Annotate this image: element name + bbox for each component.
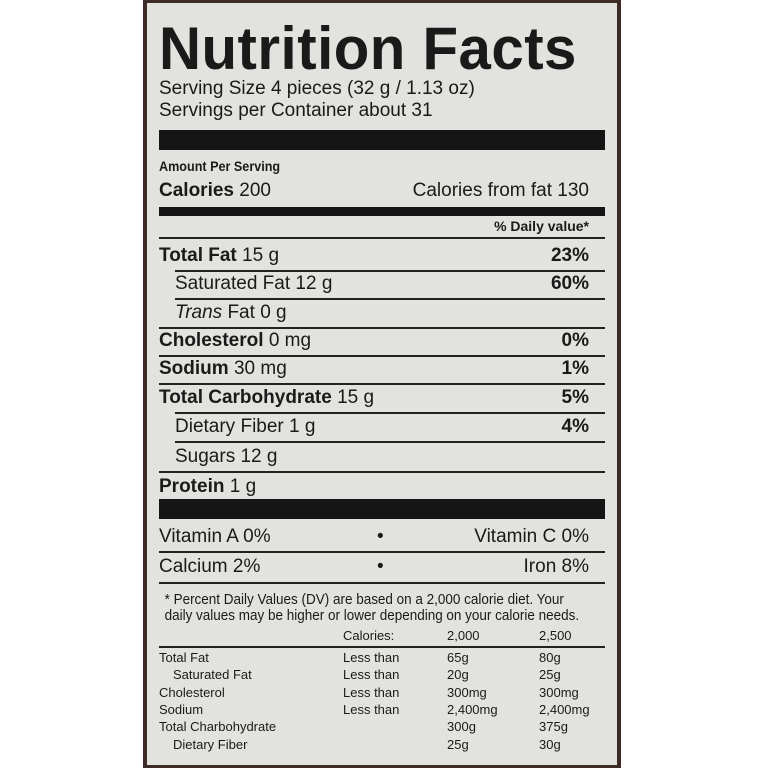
nutrient-row: Protein 1 g: [159, 474, 605, 500]
divider: [159, 471, 605, 473]
nutrient-label: Dietary Fiber: [175, 416, 284, 437]
dv-table-cell: Sodium: [159, 701, 204, 717]
nutrient-label: Cholesterol: [159, 330, 264, 351]
dv-table-cell: 300g: [447, 719, 476, 735]
divider: [159, 551, 605, 553]
calcium: Calcium 2%: [159, 556, 261, 577]
vitamin-row: Vitamin A 0% • Vitamin C 0%: [159, 524, 605, 550]
nutrient-amount: 12 g: [295, 273, 333, 294]
dv-table-cell: 300mg: [539, 684, 579, 700]
vitamin-a: Vitamin A 0%: [159, 526, 271, 547]
dv-table-cell: Dietary Fiber: [173, 736, 248, 752]
thick-divider: [159, 130, 605, 150]
nutrient-row: Sodium 30 mg 1%: [159, 356, 605, 382]
bullet-separator: •: [377, 526, 384, 547]
bullet-separator: •: [377, 556, 384, 577]
nutrient-label-rest: Fat: [227, 302, 255, 323]
nutrient-amount: 30 mg: [233, 358, 287, 379]
dv-table-cell: 65g: [447, 650, 469, 665]
serving-size: Serving Size 4 pieces (32 g / 1.13 oz): [159, 78, 475, 99]
dv-table-cell: Total Fat: [159, 650, 209, 665]
nutrient-percent: 0%: [561, 330, 589, 351]
nutrient-amount: 1 g: [229, 476, 257, 497]
nutrient-row: Total Carbohydrate 15 g 5%: [159, 385, 605, 411]
nutrient-row: Cholesterol 0 mg 0%: [159, 328, 605, 354]
nutrient-amount: 0 mg: [268, 330, 312, 351]
nutrient-row: Dietary Fiber 1 g 4%: [159, 414, 605, 440]
nutrient-row: Saturated Fat 12 g 60%: [159, 271, 605, 297]
divider: [159, 582, 605, 584]
nutrient-percent: 23%: [550, 245, 589, 266]
nutrient-amount: 1 g: [289, 416, 316, 437]
dv-table-cell: 80g: [539, 650, 561, 665]
nutrient-label: Sugars: [175, 446, 236, 467]
servings-per-container: Servings per Container about 31: [159, 100, 433, 121]
nutrient-amount: 12 g: [240, 446, 278, 467]
divider: [159, 646, 605, 648]
nutrient-row: Sugars 12 g: [159, 444, 605, 470]
dv-table-cell: 300mg: [447, 684, 487, 700]
nutrient-percent: 5%: [561, 387, 589, 408]
daily-value-header: % Daily value*: [494, 218, 589, 234]
divider: [175, 270, 605, 272]
dv-table-cell: Less than: [343, 701, 400, 717]
dv-table-cell: 30g: [539, 736, 561, 752]
dv-table-cell: 25g: [447, 736, 469, 752]
calories-from-fat: Calories from fat 130: [412, 180, 589, 201]
nutrient-label: Total Fat: [159, 245, 237, 266]
nutrient-label: Saturated Fat: [175, 273, 291, 294]
dv-table-header: 2,500: [539, 628, 572, 643]
footnote: * Percent Daily Values (DV) are based on…: [164, 592, 580, 624]
nutrient-label: Total Carbohydrate: [159, 387, 332, 408]
vitamin-c: Vitamin C 0%: [474, 526, 589, 547]
dv-table-cell: Total Charbohydrate: [159, 719, 277, 735]
nutrient-row: Total Fat 15 g 23%: [159, 243, 605, 269]
dv-table-cell: Less than: [343, 684, 400, 700]
dv-table-header: 2,000: [447, 628, 480, 643]
mineral-row: Calcium 2% • Iron 8%: [159, 554, 605, 580]
nutrient-amount: 0 g: [260, 302, 287, 323]
dv-table-cell: 2,400mg: [539, 701, 590, 717]
dv-table-cell: 2,400mg: [447, 701, 498, 717]
divider: [159, 355, 605, 357]
nutrient-percent: 4%: [561, 416, 589, 437]
dv-table-cell: Less than: [343, 667, 400, 683]
divider: [159, 383, 605, 385]
medium-divider: [159, 207, 605, 216]
divider: [175, 441, 605, 443]
dv-table-cell: Less than: [343, 650, 400, 665]
dv-table-cell: 25g: [539, 667, 561, 683]
calories-label: Calories: [159, 180, 234, 201]
nutrient-label: Sodium: [159, 358, 229, 379]
dv-table-header: Calories:: [343, 628, 395, 643]
nutrient-label: Trans: [175, 302, 223, 323]
calories-row: Calories 200 Calories from fat 130: [159, 180, 605, 202]
dv-table-cell: Cholesterol: [159, 684, 225, 700]
dv-table-cell: 20g: [447, 667, 469, 683]
amount-per-serving: Amount Per Serving: [159, 158, 281, 174]
nutrition-label: Nutrition Facts Serving Size 4 pieces (3…: [147, 3, 617, 765]
thick-divider: [159, 499, 605, 519]
divider: [159, 237, 605, 239]
nutrient-amount: 15 g: [337, 387, 375, 408]
calories-value: 200: [239, 180, 271, 201]
divider: [175, 298, 605, 300]
label-title: Nutrition Facts: [159, 15, 577, 82]
nutrient-amount: 15 g: [242, 245, 280, 266]
dv-table-cell: Saturated Fat: [173, 667, 252, 683]
divider: [175, 412, 605, 414]
iron: Iron 8%: [523, 556, 589, 577]
nutrient-label: Protein: [159, 476, 225, 497]
nutrient-percent: 60%: [550, 273, 589, 294]
nutrient-row: Trans Fat 0 g: [159, 300, 605, 326]
nutrient-percent: 1%: [561, 358, 589, 379]
dv-table-cell: 375g: [539, 719, 568, 735]
divider: [159, 327, 605, 329]
